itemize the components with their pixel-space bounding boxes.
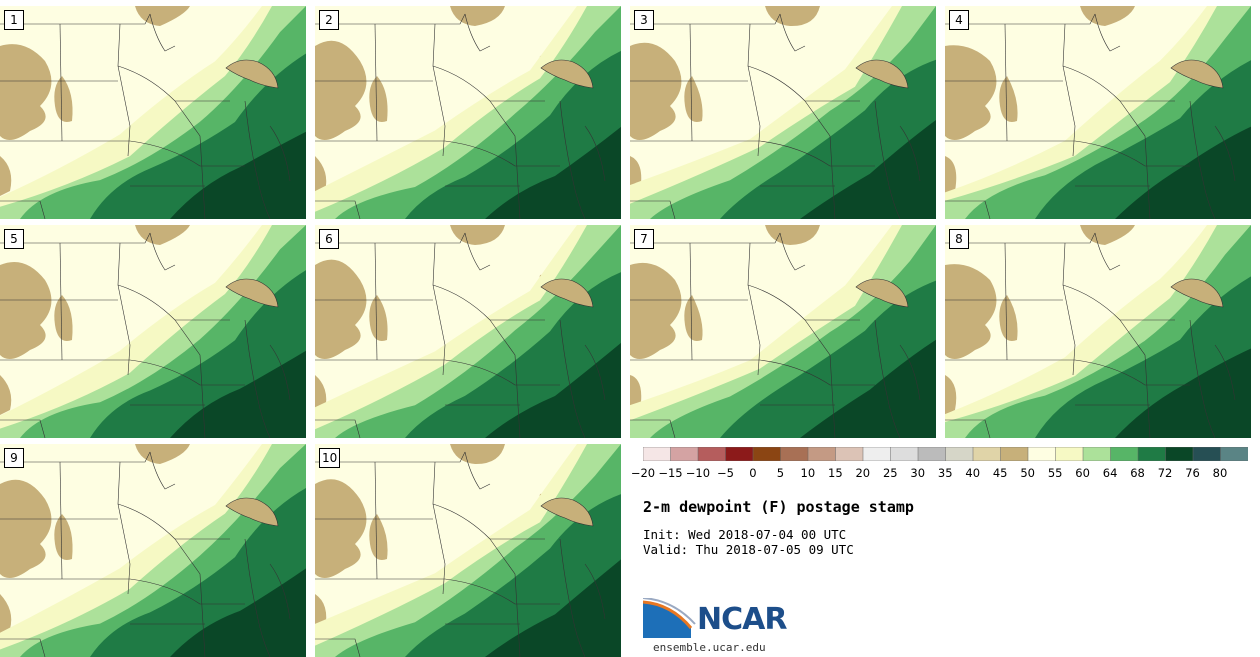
colorbar-tick-label: −15 — [658, 466, 683, 480]
dewpoint-map — [0, 6, 306, 219]
colorbar-swatch — [1110, 447, 1139, 461]
colorbar-swatch — [917, 447, 947, 461]
colorbar-swatch — [752, 447, 782, 461]
member-number: 5 — [4, 229, 24, 249]
colorbar-tick-label: 20 — [855, 466, 871, 480]
dewpoint-map — [945, 225, 1251, 438]
colorbar-swatch — [780, 447, 809, 461]
colorbar-swatch — [697, 447, 727, 461]
init-time: Init: Wed 2018-07-04 00 UTC — [643, 527, 847, 542]
colorbar-swatch — [1192, 447, 1222, 461]
colorbar-tick-label: 80 — [1212, 466, 1228, 480]
colorbar-tick-label: 76 — [1185, 466, 1200, 480]
colorbar-swatch — [1220, 447, 1248, 461]
dewpoint-map — [315, 6, 621, 219]
stamp-panel-3[interactable]: 3 — [630, 6, 936, 219]
colorbar-tick-label: 5 — [776, 466, 785, 480]
stamp-panel-5[interactable]: 5 — [0, 225, 306, 438]
colorbar-tick-label: 55 — [1047, 466, 1063, 480]
site-url: ensemble.ucar.edu — [653, 641, 766, 654]
member-number: 2 — [319, 10, 339, 30]
colorbar-tick-label: 15 — [828, 466, 843, 480]
colorbar-swatch — [1165, 447, 1194, 461]
member-number: 8 — [949, 229, 969, 249]
ncar-swoosh-icon — [642, 597, 696, 638]
colorbar-swatch — [1137, 447, 1167, 461]
valid-time: Valid: Thu 2018-07-05 09 UTC — [643, 542, 854, 557]
colorbar-tick-label: 10 — [800, 466, 816, 480]
colorbar-tick-label: 50 — [1020, 466, 1035, 480]
colorbar-swatch — [643, 447, 672, 461]
logo-text: NCAR — [697, 602, 787, 637]
colorbar-tick-label: 40 — [965, 466, 981, 480]
stamp-panel-1[interactable]: 1 — [0, 6, 306, 219]
colorbar-tick-label: 30 — [910, 466, 926, 480]
stamp-panel-2[interactable]: 2 — [315, 6, 621, 219]
colorbar-tick-label: 64 — [1102, 466, 1118, 480]
colorbar-swatch — [807, 447, 837, 461]
colorbar-tick-label: 45 — [992, 466, 1008, 480]
colorbar-swatch — [945, 447, 974, 461]
colorbar-tick-label: 72 — [1157, 466, 1173, 480]
stamp-panel-6[interactable]: 6 — [315, 225, 621, 438]
dewpoint-map — [0, 225, 306, 438]
stamp-panel-9[interactable]: 9 — [0, 444, 306, 657]
colorbar-swatch — [835, 447, 864, 461]
colorbar-swatch — [1055, 447, 1084, 461]
member-number: 10 — [319, 448, 341, 468]
dewpoint-map — [315, 444, 621, 657]
colorbar-tick-label: 35 — [937, 466, 953, 480]
colorbar-tick-label: −5 — [716, 466, 734, 480]
member-number: 6 — [319, 229, 339, 249]
colorbar-swatch — [1082, 447, 1112, 461]
colorbar-tick-label: 68 — [1130, 466, 1145, 480]
dewpoint-map — [630, 6, 936, 219]
member-number: 7 — [634, 229, 654, 249]
colorbar-tick-label: 25 — [882, 466, 898, 480]
member-number: 4 — [949, 10, 969, 30]
stamp-panel-7[interactable]: 7 — [630, 225, 936, 438]
member-number: 3 — [634, 10, 654, 30]
colorbar — [643, 447, 1248, 461]
stamp-panel-10[interactable]: 10 — [315, 444, 621, 657]
member-number: 1 — [4, 10, 24, 30]
colorbar-tick-label: 0 — [749, 466, 757, 480]
page-title: 2-m dewpoint (F) postage stamp — [643, 498, 914, 516]
colorbar-swatch — [862, 447, 892, 461]
dewpoint-map — [945, 6, 1251, 219]
colorbar-tick-label: 60 — [1075, 466, 1090, 480]
colorbar-swatch — [972, 447, 1002, 461]
dewpoint-map — [315, 225, 621, 438]
colorbar-swatch — [725, 447, 754, 461]
ncar-logo: NCAR — [642, 597, 803, 644]
colorbar-ticks: −20 −15 −10 −5 0 5 10 15 20 25 30 35 40 45 50 55 60 64 68 7… — [630, 466, 1260, 482]
stamp-panel-4[interactable]: 4 — [945, 6, 1251, 219]
dewpoint-map — [0, 444, 306, 657]
stamp-panel-8[interactable]: 8 — [945, 225, 1251, 438]
member-number: 9 — [4, 448, 24, 468]
colorbar-swatch — [670, 447, 699, 461]
dewpoint-map — [630, 225, 936, 438]
colorbar-tick-label: −10 — [685, 466, 711, 480]
colorbar-swatch — [1000, 447, 1029, 461]
colorbar-swatch — [1027, 447, 1057, 461]
colorbar-swatch — [890, 447, 919, 461]
colorbar-tick-label: −20 — [630, 466, 656, 480]
